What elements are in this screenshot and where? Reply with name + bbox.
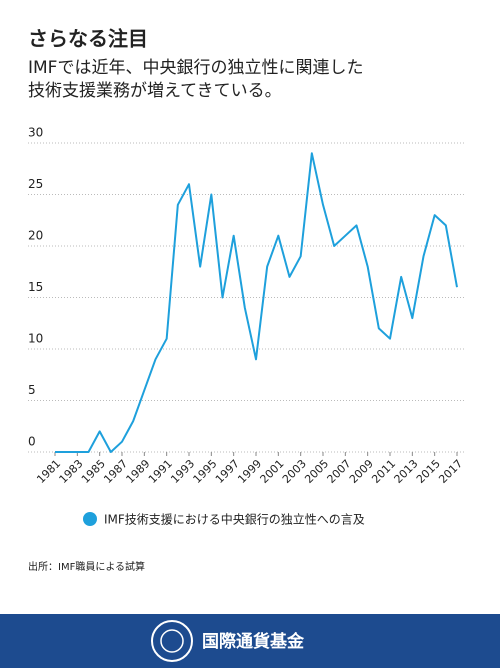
footer-text: 国際通貨基金 xyxy=(202,631,305,652)
legend-label: IMF技術支援における中央銀行の独立性への言及 xyxy=(104,512,365,527)
y-tick-label: 0 xyxy=(28,435,36,449)
y-tick-label: 5 xyxy=(28,383,36,397)
chart-title: さらなる注目 xyxy=(28,27,148,51)
x-tick-label: 2005 xyxy=(302,457,331,486)
x-tick-label: 2017 xyxy=(436,457,465,486)
subtitle: 技術支援業務が増えてきている。 xyxy=(28,81,282,101)
x-tick-label: 1997 xyxy=(213,457,242,486)
y-tick-label: 20 xyxy=(28,229,43,243)
x-tick-label: 1985 xyxy=(79,457,108,486)
logo xyxy=(151,620,193,662)
y-tick-label: 25 xyxy=(28,177,43,191)
x-tick-label: 1989 xyxy=(124,457,153,486)
x-tick-label: 2009 xyxy=(347,457,376,486)
x-tick-label: 1999 xyxy=(235,457,264,486)
x-tick-label: 1993 xyxy=(168,457,197,486)
x-tick-label: 1991 xyxy=(146,457,175,486)
x-tick-label: 1987 xyxy=(101,457,130,486)
subtitle: IMFでは近年、中央銀行の独立性に関連した xyxy=(28,58,363,78)
x-tick-label: 1983 xyxy=(57,457,86,486)
source: 出所：IMF職員による試算 xyxy=(28,560,145,573)
x-tick-label: 2011 xyxy=(369,457,398,486)
x-tick-label: 2003 xyxy=(280,457,309,486)
x-tick-label: 2013 xyxy=(392,457,421,486)
line xyxy=(55,152,458,453)
footer-bar xyxy=(0,614,500,668)
x-tick-label: 2007 xyxy=(325,457,354,486)
legend-marker xyxy=(83,512,97,526)
y-tick-label: 30 xyxy=(28,126,43,140)
x-tick-label: 2001 xyxy=(258,457,287,486)
x-tick-label: 1995 xyxy=(191,457,220,486)
y-tick-label: 10 xyxy=(28,332,43,346)
logo xyxy=(160,629,184,653)
x-tick-label: 2015 xyxy=(414,457,443,486)
y-tick-label: 15 xyxy=(28,280,43,294)
x-tick-label: 1981 xyxy=(34,457,63,486)
